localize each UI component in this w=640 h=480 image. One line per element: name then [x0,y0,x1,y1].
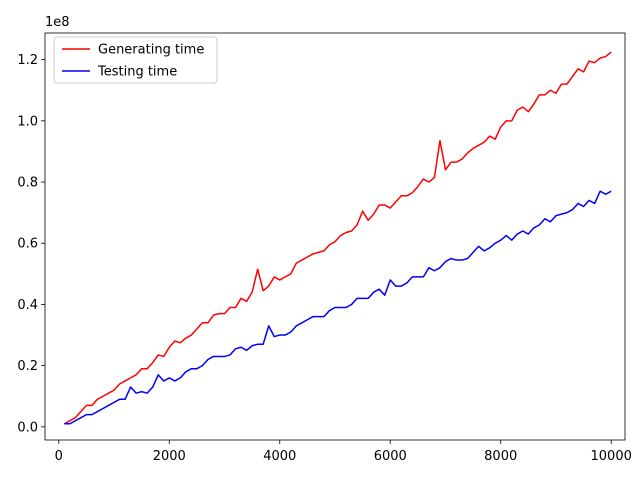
y-offset-label: 1e8 [45,15,70,30]
y-tick-label: 0.4 [17,298,38,313]
x-tick-label: 8000 [484,449,517,464]
legend-label: Generating time [98,43,204,58]
x-tick-label: 2000 [153,449,186,464]
legend-box [53,36,218,84]
y-tick-label: 0.8 [17,176,38,191]
y-tick-label: 1.0 [17,114,38,129]
x-tick-label: 10000 [591,449,632,464]
axes-layer: 0 2000 4000 6000 8000 10000 0.0 0.2 0.4 0.6 0.8 1.0… [17,32,632,464]
axes-frame [44,32,626,441]
x-tick-label: 6000 [374,449,407,464]
testing-time-line [64,190,612,425]
x-tick-label: 0 [55,449,63,464]
generating-time-line [63,51,612,425]
legend: Generating time Testing time [53,36,218,84]
y-tick-label: 1.2 [17,53,38,68]
y-tick-label: 0.2 [17,359,38,374]
series-layer [63,51,612,425]
x-tick-label: 4000 [263,449,296,464]
y-tick-label: 0.6 [17,237,38,252]
legend-label: Testing time [97,65,177,80]
y-tick-label: 0.0 [17,420,38,435]
